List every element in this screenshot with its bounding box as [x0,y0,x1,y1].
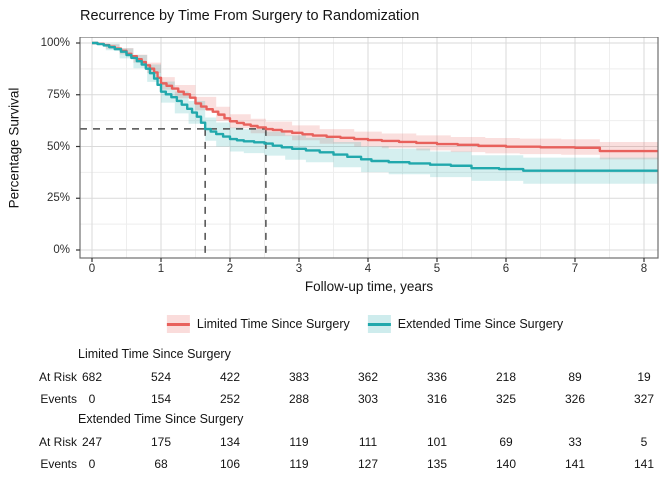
risk-table-value: 89 [568,370,582,384]
risk-table-value: 5 [640,435,648,449]
risk-table-row-events-1: Events 0 154 252 288 303 316 325 326 327 [0,392,672,406]
km-curve-limited [92,41,658,153]
y-tick-label: 75% [46,88,70,101]
y-tick-label: 0% [53,244,70,256]
risk-table-value: 141 [633,457,655,471]
legend-item-extended: Extended Time Since Surgery [367,315,564,333]
panel-border [79,37,659,259]
y-tick-label: 100% [40,37,70,49]
km-curve-extended [92,41,658,172]
risk-table-value: 247 [81,435,103,449]
risk-table-value: 69 [499,435,513,449]
risk-table-value: 119 [289,457,309,471]
km-plot-svg [76,37,659,262]
risk-table-value: 362 [357,370,379,384]
risk-table-value: 0 [88,457,96,471]
confidence-band-extended [92,43,658,184]
risk-table-value: 218 [495,370,517,384]
risk-table-value: 111 [358,435,378,449]
x-tick-label: 7 [571,263,579,275]
chart-title: Recurrence by Time From Surgery to Rando… [80,8,420,24]
risk-table-row-events-2: Events 0 68 106 119 127 135 140 141 141 [0,457,672,471]
risk-table-value: 106 [219,457,241,471]
risk-table-value: 316 [426,392,448,406]
risk-table-group-2-header: Extended Time Since Surgery [78,412,244,426]
x-tick-label: 4 [364,263,372,275]
risk-table-value: 101 [426,435,448,449]
x-tick-label: 6 [502,263,510,275]
risk-table-value: 175 [150,435,172,449]
risk-table-value: 127 [357,457,379,471]
risk-table-value: 422 [219,370,241,384]
risk-table-value: 524 [150,370,172,384]
legend-label-limited: Limited Time Since Surgery [196,317,350,331]
risk-table-value: 682 [81,370,103,384]
x-tick-label: 0 [88,263,96,275]
plot-area [80,37,658,258]
risk-table-value: 252 [219,392,241,406]
x-tick-label: 1 [157,263,165,275]
risk-table-value: 326 [564,392,586,406]
risk-table-value: 68 [154,457,168,471]
risk-table-value: 140 [495,457,517,471]
risk-table-group-1-header: Limited Time Since Surgery [78,347,231,361]
risk-table-value: 303 [357,392,379,406]
risk-table-value: 19 [637,370,651,384]
legend-key-extended-icon [367,315,391,333]
risk-table-value: 327 [633,392,655,406]
x-tick-label: 8 [640,263,648,275]
x-axis-title: Follow-up time, years [304,279,434,294]
legend-item-limited: Limited Time Since Surgery [166,315,350,333]
risk-table-value: 33 [568,435,582,449]
risk-table-value: 0 [88,392,96,406]
risk-table-row-at-risk-1: At Risk 682 524 422 383 362 336 218 89 19 [0,370,672,384]
risk-table-value: 336 [426,370,448,384]
chart-legend: Limited Time Since Surgery Extended Time… [166,315,564,333]
risk-table-value: 325 [495,392,517,406]
confidence-band-limited [92,43,658,160]
risk-table-value: 288 [288,392,310,406]
events-label: Events [40,392,77,406]
risk-table-value: 135 [426,457,448,471]
risk-table-value: 383 [288,370,310,384]
x-tick-label: 2 [226,263,234,275]
x-tick-label: 3 [295,263,303,275]
y-axis-title: Percentage Survival [6,87,22,209]
risk-table-value: 141 [564,457,586,471]
events-label: Events [40,457,77,471]
risk-table-value: 154 [150,392,172,406]
y-tick-label: 50% [46,140,70,153]
risk-table-value: 119 [289,435,309,449]
at-risk-label: At Risk [38,435,77,449]
y-tick-label: 25% [46,192,70,205]
legend-key-limited-icon [166,315,190,333]
risk-table-value: 134 [219,435,241,449]
at-risk-label: At Risk [38,370,77,384]
risk-table-row-at-risk-2: At Risk 247 175 134 119 111 101 69 33 5 [0,435,672,449]
legend-label-extended: Extended Time Since Surgery [397,317,564,331]
x-tick-label: 5 [433,263,441,275]
